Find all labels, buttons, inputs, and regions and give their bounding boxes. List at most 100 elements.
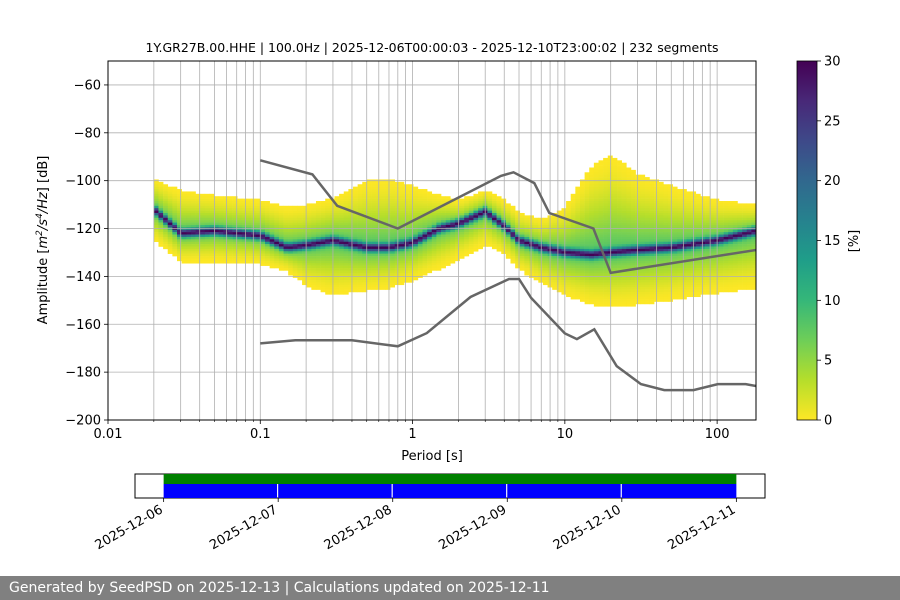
psd-cell bbox=[394, 265, 400, 269]
psd-cell bbox=[422, 263, 428, 266]
psd-cell bbox=[204, 205, 210, 209]
psd-cell bbox=[454, 253, 460, 257]
psd-cell bbox=[718, 263, 724, 266]
psd-cell bbox=[649, 287, 655, 290]
psd-cell bbox=[325, 198, 331, 202]
psd-cell bbox=[394, 191, 400, 195]
psd-cell bbox=[635, 174, 641, 178]
psd-cell bbox=[510, 220, 516, 223]
psd-cell bbox=[343, 265, 349, 269]
psd-cell bbox=[617, 208, 622, 211]
psd-cell bbox=[255, 244, 261, 247]
psd-cell bbox=[746, 270, 752, 274]
segment-bar bbox=[278, 484, 392, 498]
psd-cell bbox=[635, 241, 641, 245]
psd-cell bbox=[237, 253, 243, 257]
psd-cell bbox=[663, 260, 669, 264]
psd-cell bbox=[621, 203, 627, 207]
psd-cell bbox=[552, 224, 558, 228]
psd-cell bbox=[630, 265, 636, 269]
psd-cell bbox=[584, 181, 590, 185]
psd-cell bbox=[505, 251, 511, 254]
psd-cell bbox=[677, 224, 683, 228]
psd-cell bbox=[311, 251, 317, 254]
psd-cell bbox=[695, 241, 701, 245]
psd-cell bbox=[223, 241, 229, 245]
psd-cell bbox=[658, 201, 664, 204]
psd-cell bbox=[524, 220, 530, 223]
psd-cell bbox=[343, 270, 349, 274]
psd-cell bbox=[408, 212, 414, 216]
psd-cell bbox=[278, 239, 284, 242]
psd-cell bbox=[695, 244, 701, 247]
psd-cell bbox=[491, 236, 497, 240]
psd-cell bbox=[195, 212, 201, 216]
psd-cell bbox=[640, 210, 646, 214]
psd-cell bbox=[394, 210, 400, 214]
psd-cell bbox=[214, 201, 219, 204]
psd-cell bbox=[501, 217, 507, 221]
psd-cell bbox=[529, 251, 534, 254]
y-tick-label: −200 bbox=[65, 414, 101, 429]
psd-cell bbox=[357, 258, 363, 262]
psd-cell bbox=[505, 253, 511, 257]
psd-cell bbox=[700, 291, 706, 295]
psd-cell bbox=[621, 220, 627, 223]
psd-cell bbox=[362, 184, 368, 187]
psd-cell bbox=[339, 232, 345, 235]
psd-cell bbox=[644, 251, 650, 254]
psd-cell bbox=[681, 282, 687, 286]
psd-cell bbox=[630, 241, 636, 245]
psd-cell bbox=[325, 279, 331, 283]
psd-cell bbox=[158, 241, 164, 245]
psd-cell bbox=[329, 239, 335, 242]
psd-cell bbox=[538, 268, 544, 271]
psd-cell bbox=[603, 263, 609, 266]
psd-cell bbox=[380, 282, 386, 286]
psd-cell bbox=[677, 248, 683, 252]
psd-cell bbox=[603, 239, 609, 242]
psd-cell bbox=[617, 303, 622, 307]
psd-cell bbox=[288, 239, 294, 242]
psd-cell bbox=[649, 241, 655, 245]
psd-cell bbox=[163, 215, 169, 219]
psd-cell bbox=[658, 193, 664, 197]
psd-cell bbox=[348, 277, 354, 281]
psd-cell bbox=[686, 224, 692, 228]
psd-cell bbox=[640, 248, 646, 252]
psd-cell bbox=[491, 229, 497, 233]
psd-cell bbox=[302, 210, 307, 214]
psd-cell bbox=[422, 196, 428, 199]
psd-cell bbox=[186, 236, 192, 240]
psd-cell bbox=[533, 241, 539, 245]
psd-cell bbox=[603, 246, 609, 250]
psd-cell bbox=[658, 239, 664, 242]
psd-cell bbox=[158, 201, 164, 204]
psd-cell bbox=[630, 263, 636, 266]
psd-cell bbox=[649, 294, 655, 298]
psd-cell bbox=[579, 198, 585, 202]
psd-cell bbox=[640, 279, 646, 283]
psd-cell bbox=[718, 246, 724, 250]
psd-cell bbox=[728, 265, 734, 269]
psd-cell bbox=[529, 272, 534, 276]
psd-cell bbox=[519, 224, 525, 228]
psd-cell bbox=[297, 220, 303, 223]
psd-cell bbox=[385, 210, 391, 214]
psd-cell bbox=[732, 201, 738, 204]
psd-cell bbox=[241, 217, 247, 221]
psd-cell bbox=[617, 210, 622, 214]
psd-cell bbox=[515, 210, 521, 214]
psd-cell bbox=[635, 284, 641, 288]
psd-cell bbox=[686, 203, 692, 207]
psd-cell bbox=[241, 260, 247, 264]
psd-cell bbox=[278, 224, 284, 228]
psd-cell bbox=[644, 258, 650, 262]
psd-cell bbox=[315, 217, 321, 221]
psd-cell bbox=[603, 289, 609, 293]
psd-cell bbox=[357, 284, 363, 288]
psd-cell bbox=[408, 244, 414, 247]
psd-cell bbox=[570, 244, 576, 247]
psd-cell bbox=[325, 210, 331, 214]
